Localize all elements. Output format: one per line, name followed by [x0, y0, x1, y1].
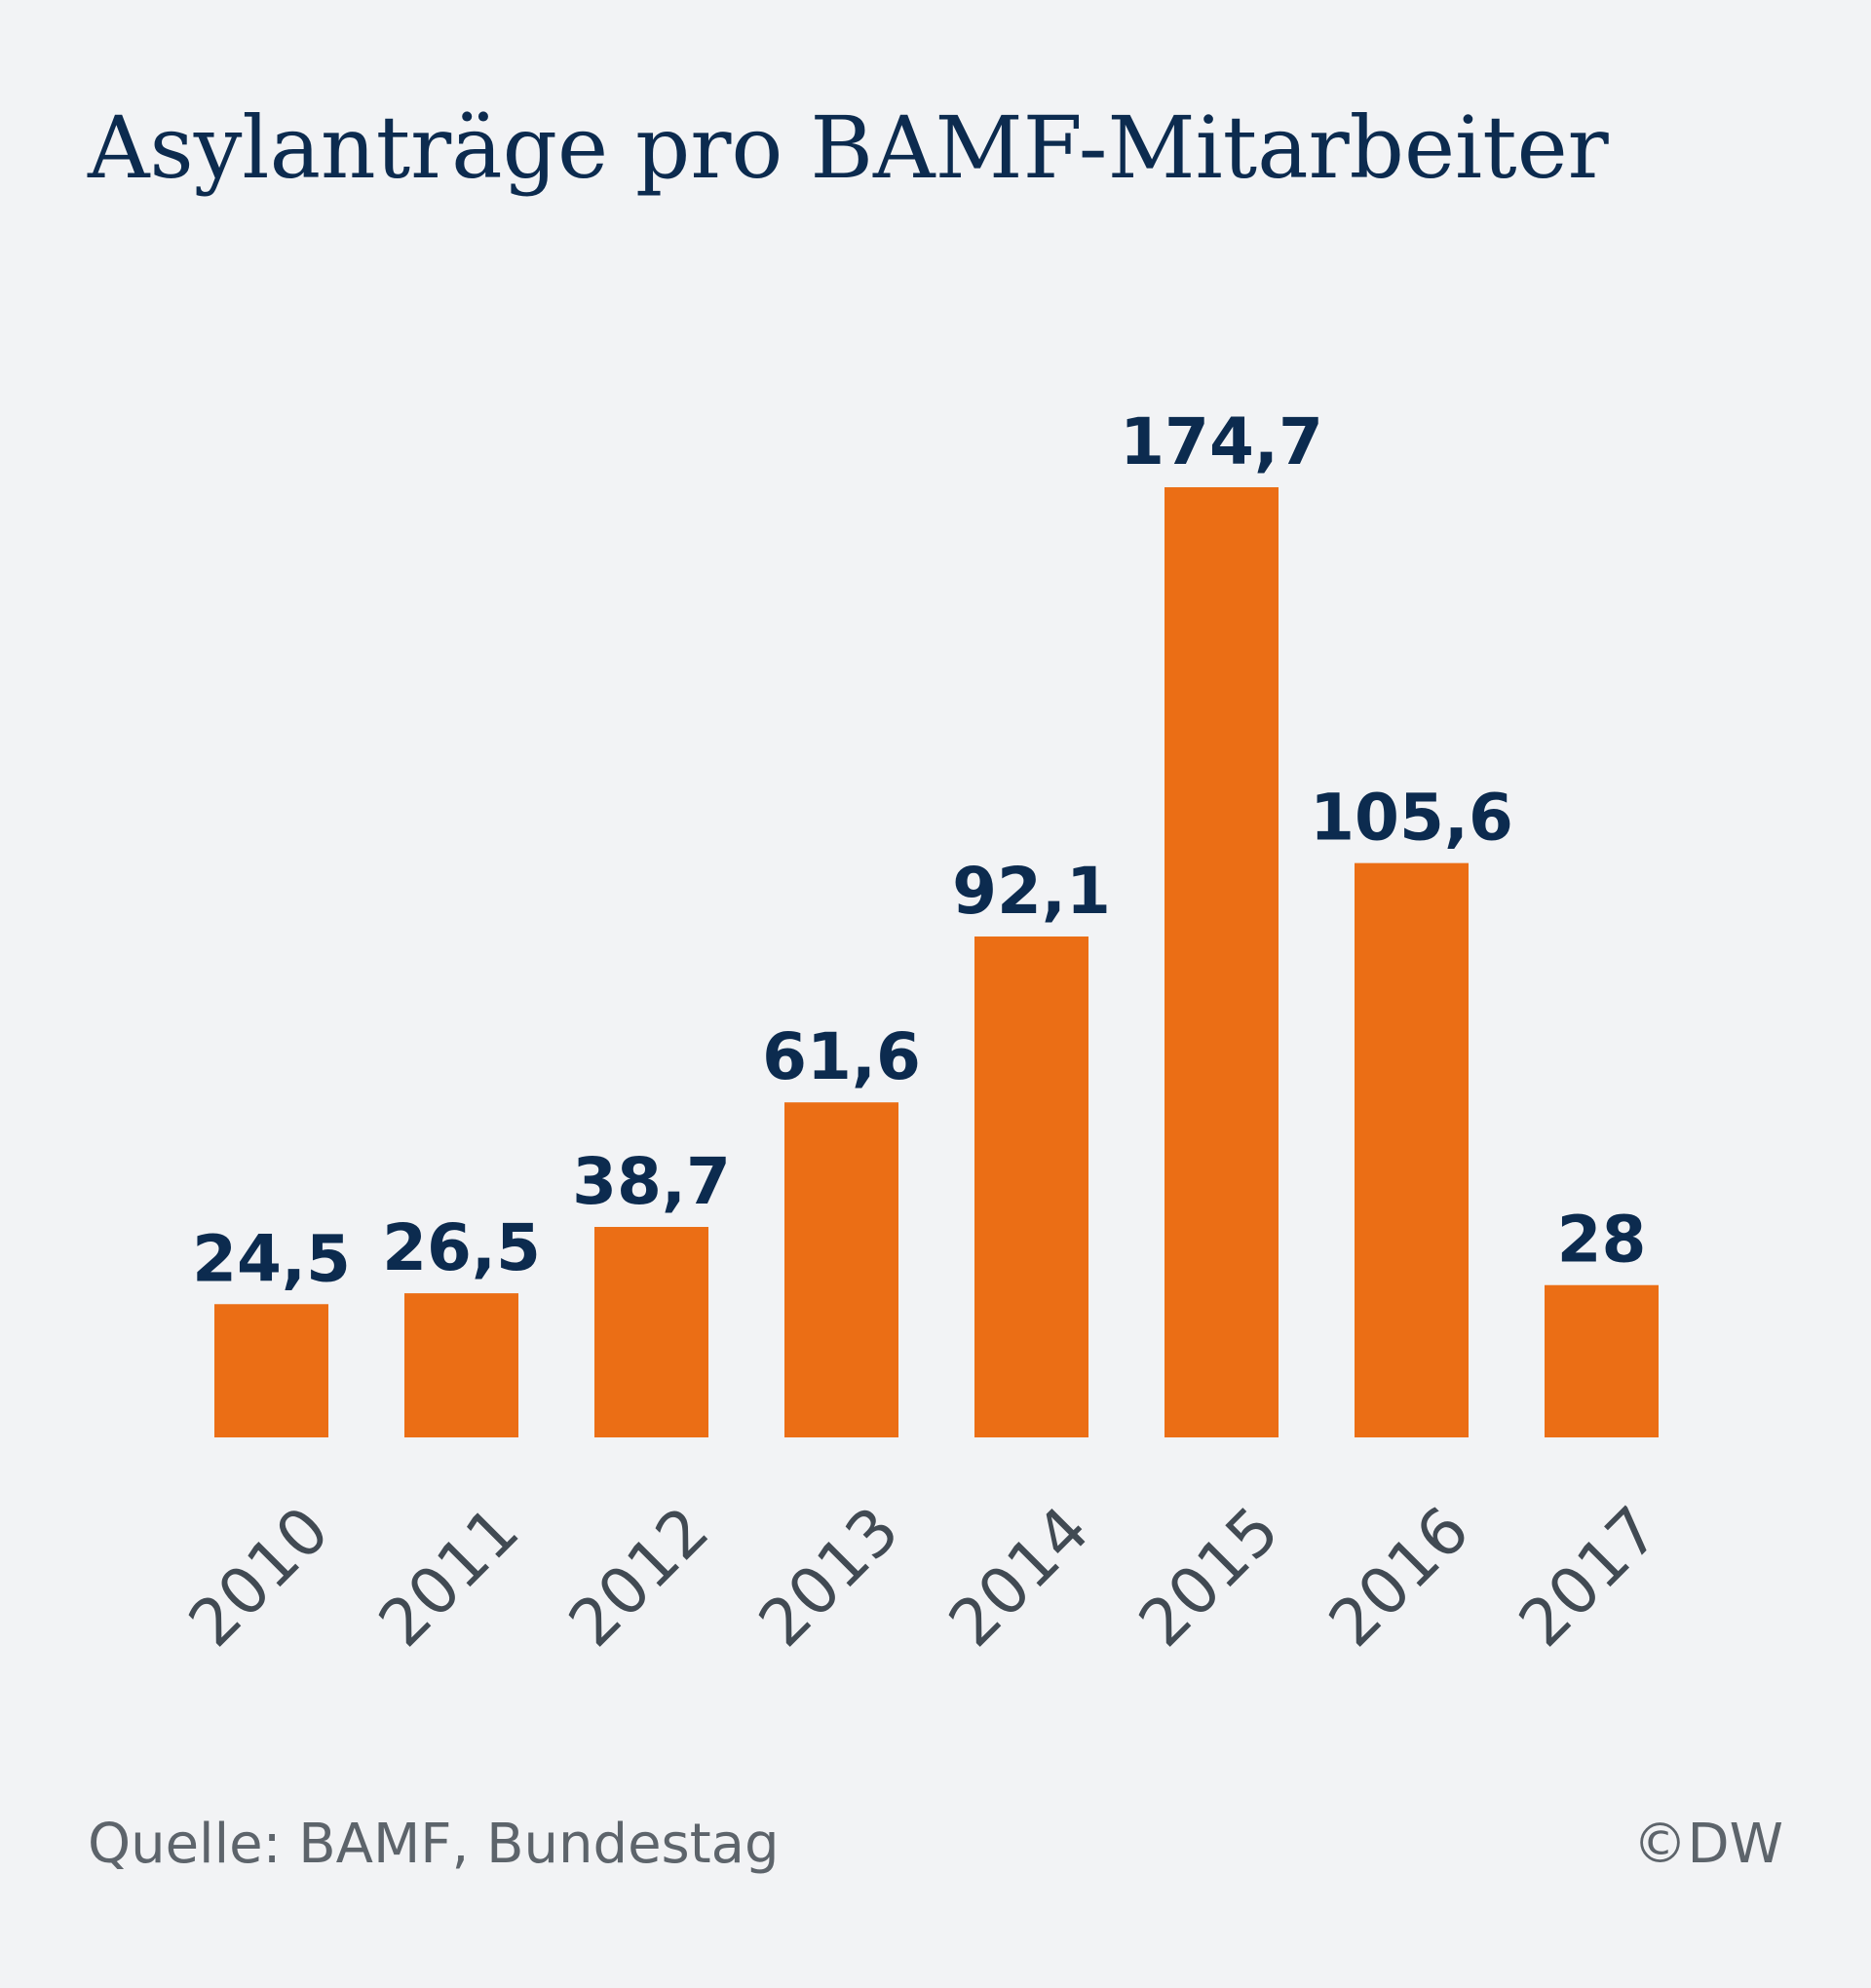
x-tick-label-2011: 2011	[364, 1492, 533, 1661]
x-tick-label-2010: 2010	[174, 1492, 343, 1661]
bar-2013	[784, 1102, 898, 1437]
bar-2012	[594, 1227, 708, 1437]
bar-2016	[1355, 862, 1469, 1437]
x-tick-labels-group: 2010 2011 2012 2013 2014 2015 2016 2017	[174, 1492, 1673, 1661]
value-labels-group: 24,5 26,5 38,7 61,6 92,1 174,7 105,6 28	[192, 404, 1646, 1296]
value-label-2016: 105,6	[1310, 781, 1513, 856]
bar-2010	[214, 1304, 328, 1437]
value-label-2017: 28	[1557, 1203, 1647, 1278]
bar-2017	[1545, 1284, 1659, 1437]
x-tick-label-2016: 2016	[1315, 1492, 1483, 1661]
value-label-2011: 26,5	[382, 1210, 541, 1285]
x-tick-label-2013: 2013	[745, 1492, 913, 1661]
value-label-2013: 61,6	[762, 1019, 921, 1094]
x-tick-label-2014: 2014	[935, 1492, 1103, 1661]
x-tick-label-2012: 2012	[554, 1492, 723, 1661]
chart-title: Asylanträge pro BAMF-Mitarbeiter	[88, 97, 1609, 198]
bar-2014	[974, 936, 1088, 1437]
copyright-mark: ©DW	[1632, 1813, 1784, 1876]
x-tick-label-2017: 2017	[1505, 1492, 1673, 1661]
source-note: Quelle: BAMF, Bundestag	[88, 1813, 780, 1876]
value-label-2014: 92,1	[952, 854, 1111, 929]
bar-2011	[404, 1293, 518, 1437]
value-label-2012: 38,7	[572, 1144, 731, 1219]
value-label-2015: 174,7	[1120, 404, 1323, 479]
bar-2015	[1165, 487, 1279, 1437]
x-tick-label-2015: 2015	[1125, 1492, 1293, 1661]
value-label-2010: 24,5	[192, 1221, 351, 1296]
bars-group	[214, 487, 1659, 1437]
